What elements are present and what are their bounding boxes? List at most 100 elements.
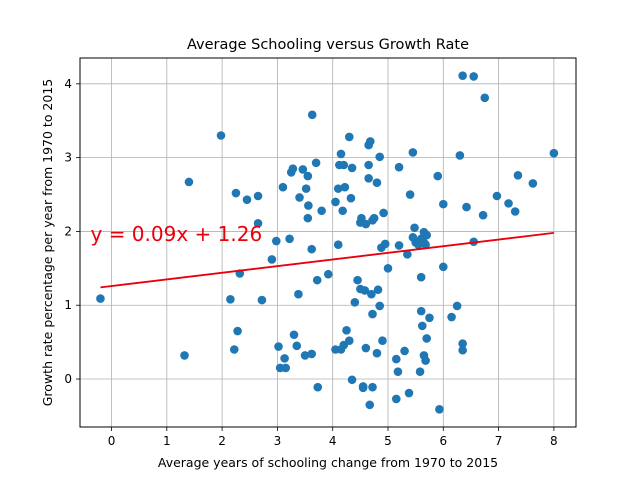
data-point bbox=[311, 158, 321, 168]
data-point bbox=[301, 184, 311, 193]
data-point bbox=[373, 285, 383, 295]
x-tick-label: 7 bbox=[495, 434, 503, 448]
data-point bbox=[405, 190, 415, 199]
data-point bbox=[375, 301, 385, 311]
data-point bbox=[375, 152, 385, 162]
data-point bbox=[231, 188, 241, 198]
data-point bbox=[216, 131, 226, 140]
data-point bbox=[368, 309, 377, 319]
y-axis-label: Growth rate percentage per year from 197… bbox=[40, 79, 55, 407]
data-point bbox=[344, 132, 354, 142]
data-point bbox=[404, 388, 414, 398]
data-point bbox=[226, 295, 235, 304]
data-point bbox=[253, 191, 263, 201]
data-point bbox=[513, 171, 523, 180]
data-point bbox=[365, 400, 375, 410]
x-tick-label: 8 bbox=[550, 434, 558, 448]
data-point bbox=[394, 241, 404, 250]
data-point bbox=[347, 375, 357, 385]
plot-frame bbox=[79, 57, 577, 428]
data-point bbox=[378, 336, 387, 345]
data-point bbox=[333, 184, 343, 193]
data-point bbox=[372, 178, 382, 188]
data-point bbox=[339, 160, 349, 170]
data-point bbox=[303, 213, 313, 223]
data-point bbox=[403, 250, 412, 259]
data-point bbox=[353, 275, 362, 285]
data-point bbox=[233, 326, 242, 336]
data-point bbox=[347, 163, 357, 173]
x-tick-label: 5 bbox=[384, 434, 392, 448]
data-point bbox=[458, 339, 467, 348]
x-axis-ticks: 0 1 2 3 4 5 6 7 8 bbox=[108, 427, 558, 448]
data-point bbox=[452, 301, 462, 311]
data-point bbox=[357, 213, 366, 223]
data-point bbox=[344, 336, 354, 345]
data-point bbox=[368, 382, 377, 392]
data-point bbox=[312, 275, 322, 285]
data-point bbox=[422, 230, 432, 240]
data-point bbox=[361, 343, 371, 353]
data-point bbox=[298, 165, 308, 174]
y-tick-label: 1 bbox=[64, 298, 72, 312]
y-tick-label: 0 bbox=[64, 372, 72, 386]
data-point bbox=[317, 206, 326, 216]
data-point bbox=[372, 348, 382, 358]
data-point bbox=[393, 367, 403, 376]
data-point bbox=[416, 306, 426, 316]
data-point bbox=[492, 191, 502, 201]
data-point bbox=[307, 349, 316, 359]
data-point bbox=[281, 363, 290, 373]
data-point bbox=[369, 213, 379, 223]
data-point bbox=[304, 201, 313, 210]
data-point bbox=[469, 72, 479, 81]
data-point bbox=[364, 173, 373, 183]
data-point bbox=[435, 404, 444, 414]
data-point bbox=[458, 71, 467, 81]
data-point bbox=[366, 137, 375, 146]
grid-lines bbox=[80, 58, 576, 427]
y-tick-label: 3 bbox=[64, 151, 72, 165]
data-point bbox=[380, 239, 390, 249]
data-point bbox=[438, 262, 448, 272]
data-point bbox=[242, 195, 252, 204]
y-tick-label: 2 bbox=[64, 224, 72, 238]
data-point bbox=[271, 236, 281, 246]
data-point bbox=[433, 171, 443, 181]
data-point bbox=[391, 354, 401, 364]
data-point bbox=[455, 151, 465, 160]
x-axis-label: Average years of schooling change from 1… bbox=[158, 455, 498, 470]
data-point bbox=[408, 148, 418, 157]
data-points bbox=[96, 71, 559, 414]
data-point bbox=[367, 289, 376, 299]
data-point bbox=[417, 321, 427, 331]
data-point bbox=[184, 177, 194, 187]
data-point bbox=[229, 345, 239, 354]
data-point bbox=[257, 295, 267, 305]
data-point bbox=[425, 313, 434, 323]
data-point bbox=[394, 162, 404, 172]
data-point bbox=[391, 394, 401, 404]
y-axis-ticks: 0 1 2 3 4 bbox=[64, 77, 80, 386]
x-tick-label: 6 bbox=[439, 434, 447, 448]
data-point bbox=[478, 210, 488, 220]
data-point bbox=[447, 312, 456, 322]
data-point bbox=[383, 264, 393, 273]
data-point bbox=[358, 383, 368, 393]
data-point bbox=[528, 179, 538, 188]
data-point bbox=[416, 272, 426, 282]
data-point bbox=[292, 341, 302, 351]
data-point bbox=[289, 330, 299, 340]
data-point bbox=[267, 255, 277, 264]
data-point bbox=[415, 367, 425, 376]
x-tick-label: 2 bbox=[218, 434, 226, 448]
data-point bbox=[295, 193, 304, 202]
data-point bbox=[278, 182, 288, 192]
x-tick-label: 3 bbox=[274, 434, 282, 448]
data-point bbox=[364, 160, 373, 170]
data-point bbox=[422, 334, 432, 343]
data-point bbox=[379, 208, 388, 218]
data-point bbox=[336, 149, 346, 159]
data-point bbox=[421, 240, 430, 250]
data-point bbox=[323, 269, 333, 279]
